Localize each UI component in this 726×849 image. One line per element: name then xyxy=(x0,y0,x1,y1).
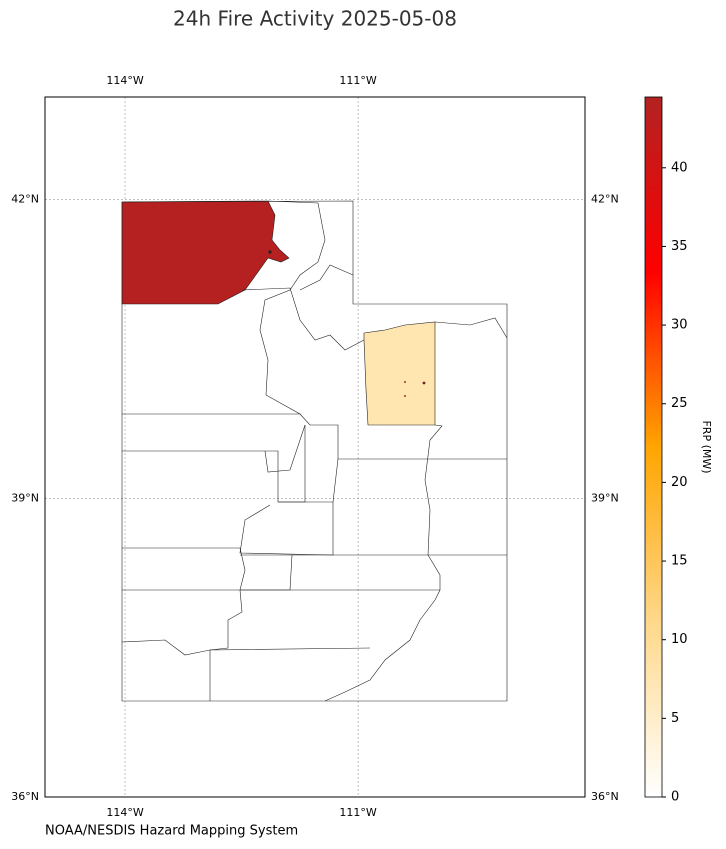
county-line xyxy=(239,501,334,556)
map xyxy=(121,200,508,702)
colorbar xyxy=(644,96,663,798)
colorbar-tick-label: 0 xyxy=(671,790,679,805)
county-line xyxy=(209,554,293,701)
colorbar-tick-label: 30 xyxy=(671,318,688,333)
y-tick-label: 36°N xyxy=(591,790,619,803)
fire-point xyxy=(268,250,272,254)
y-tick-label: 39°N xyxy=(11,491,39,504)
x-tick-label: 111°W xyxy=(339,806,376,819)
colorbar-tick-label: 35 xyxy=(671,239,688,254)
state-outline xyxy=(121,200,508,702)
county-line xyxy=(427,554,441,590)
county-line xyxy=(264,424,306,473)
colorbar-tick-label: 15 xyxy=(671,554,688,569)
y-tick-label: 39°N xyxy=(591,491,619,504)
county-line xyxy=(332,458,339,503)
colorbar-tick-label: 5 xyxy=(671,711,679,726)
y-tick-label: 36°N xyxy=(11,790,39,803)
colorbar-tick-label: 20 xyxy=(671,475,688,490)
colorbar-tick-label: 10 xyxy=(671,632,688,647)
map-frame xyxy=(44,96,586,798)
county-line xyxy=(122,547,246,591)
county-line xyxy=(299,413,507,460)
county-line xyxy=(299,264,354,291)
shaded-county xyxy=(363,321,436,426)
county-line xyxy=(424,424,443,556)
fire-point xyxy=(404,395,406,397)
county-line xyxy=(240,589,441,702)
county-line xyxy=(122,425,306,503)
county-line xyxy=(241,287,365,351)
x-tick-label: 111°W xyxy=(339,74,376,87)
county-line xyxy=(121,639,371,656)
fire-point xyxy=(422,381,426,385)
chart-title: 24h Fire Activity 2025-05-08 xyxy=(173,7,457,31)
colorbar-tick-label: 40 xyxy=(671,160,688,175)
credit: NOAA/NESDIS Hazard Mapping System xyxy=(45,824,298,839)
shaded-county xyxy=(121,200,290,305)
colorbar-tick-label: 25 xyxy=(671,396,688,411)
x-tick-label: 114°W xyxy=(106,806,143,819)
county-line xyxy=(122,200,326,415)
x-tick-label: 114°W xyxy=(106,74,143,87)
y-tick-label: 42°N xyxy=(11,193,39,206)
colorbar-label: FRP (MW) xyxy=(700,420,713,473)
county-line xyxy=(434,317,508,339)
fire-point xyxy=(404,381,406,383)
y-tick-label: 42°N xyxy=(591,193,619,206)
